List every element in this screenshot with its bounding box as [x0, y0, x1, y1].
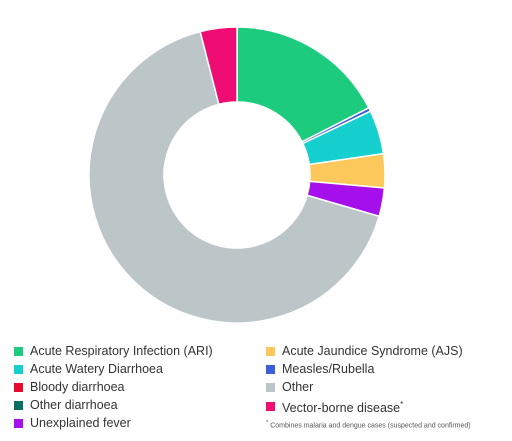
legend-swatch [266, 382, 275, 392]
slice-acute-respiratory-infection-ari[interactable] [236, 26, 370, 143]
legend-swatch [14, 346, 23, 356]
legend-item-other[interactable]: Other [266, 380, 313, 394]
legend-label: Other [282, 380, 314, 394]
chart-footnote: * Combines malaria and dengue cases (sus… [266, 420, 471, 429]
legend-swatch [266, 402, 275, 412]
legend-label: Bloody diarrhoea [30, 380, 125, 394]
legend-item-vector-borne[interactable]: Vector-borne disease* [266, 398, 403, 415]
footnote-marker: * [400, 400, 404, 409]
legend-swatch [14, 364, 23, 374]
footnote-marker: * [266, 420, 269, 426]
footnote-text: Combines malaria and dengue cases (suspe… [270, 422, 471, 430]
donut-plot [88, 26, 386, 324]
legend-label: Acute Jaundice Syndrome (AJS) [282, 344, 463, 358]
legend-label: Unexplained fever [30, 416, 131, 430]
legend-item-unexplained-fever[interactable]: Unexplained fever [14, 416, 131, 430]
legend-label: Acute Watery Diarrhoea [30, 362, 163, 376]
legend-swatch [266, 364, 275, 374]
legend-label: Other diarrhoea [30, 398, 118, 412]
slice-vector-borne-disease[interactable] [199, 26, 238, 106]
legend-item-other-diarrhoea[interactable]: Other diarrhoea [14, 398, 118, 412]
slice-other[interactable] [88, 30, 381, 324]
legend-item-ajs[interactable]: Acute Jaundice Syndrome (AJS) [266, 344, 463, 358]
legend-label: Acute Respiratory Infection (ARI) [30, 344, 213, 358]
legend-label-wrap: Vector-borne disease* [282, 398, 403, 415]
legend-swatch [14, 382, 23, 392]
legend-item-awd[interactable]: Acute Watery Diarrhoea [14, 362, 163, 376]
legend-swatch [14, 418, 23, 428]
legend-item-bloody-diarrhoea[interactable]: Bloody diarrhoea [14, 380, 125, 394]
legend-item-ari[interactable]: Acute Respiratory Infection (ARI) [14, 344, 213, 358]
legend-item-measles-rubella[interactable]: Measles/Rubella [266, 362, 374, 376]
legend-label: Measles/Rubella [282, 362, 375, 376]
legend-swatch [266, 346, 275, 356]
legend-label: Vector-borne disease [282, 401, 401, 416]
legend-swatch [14, 400, 23, 410]
